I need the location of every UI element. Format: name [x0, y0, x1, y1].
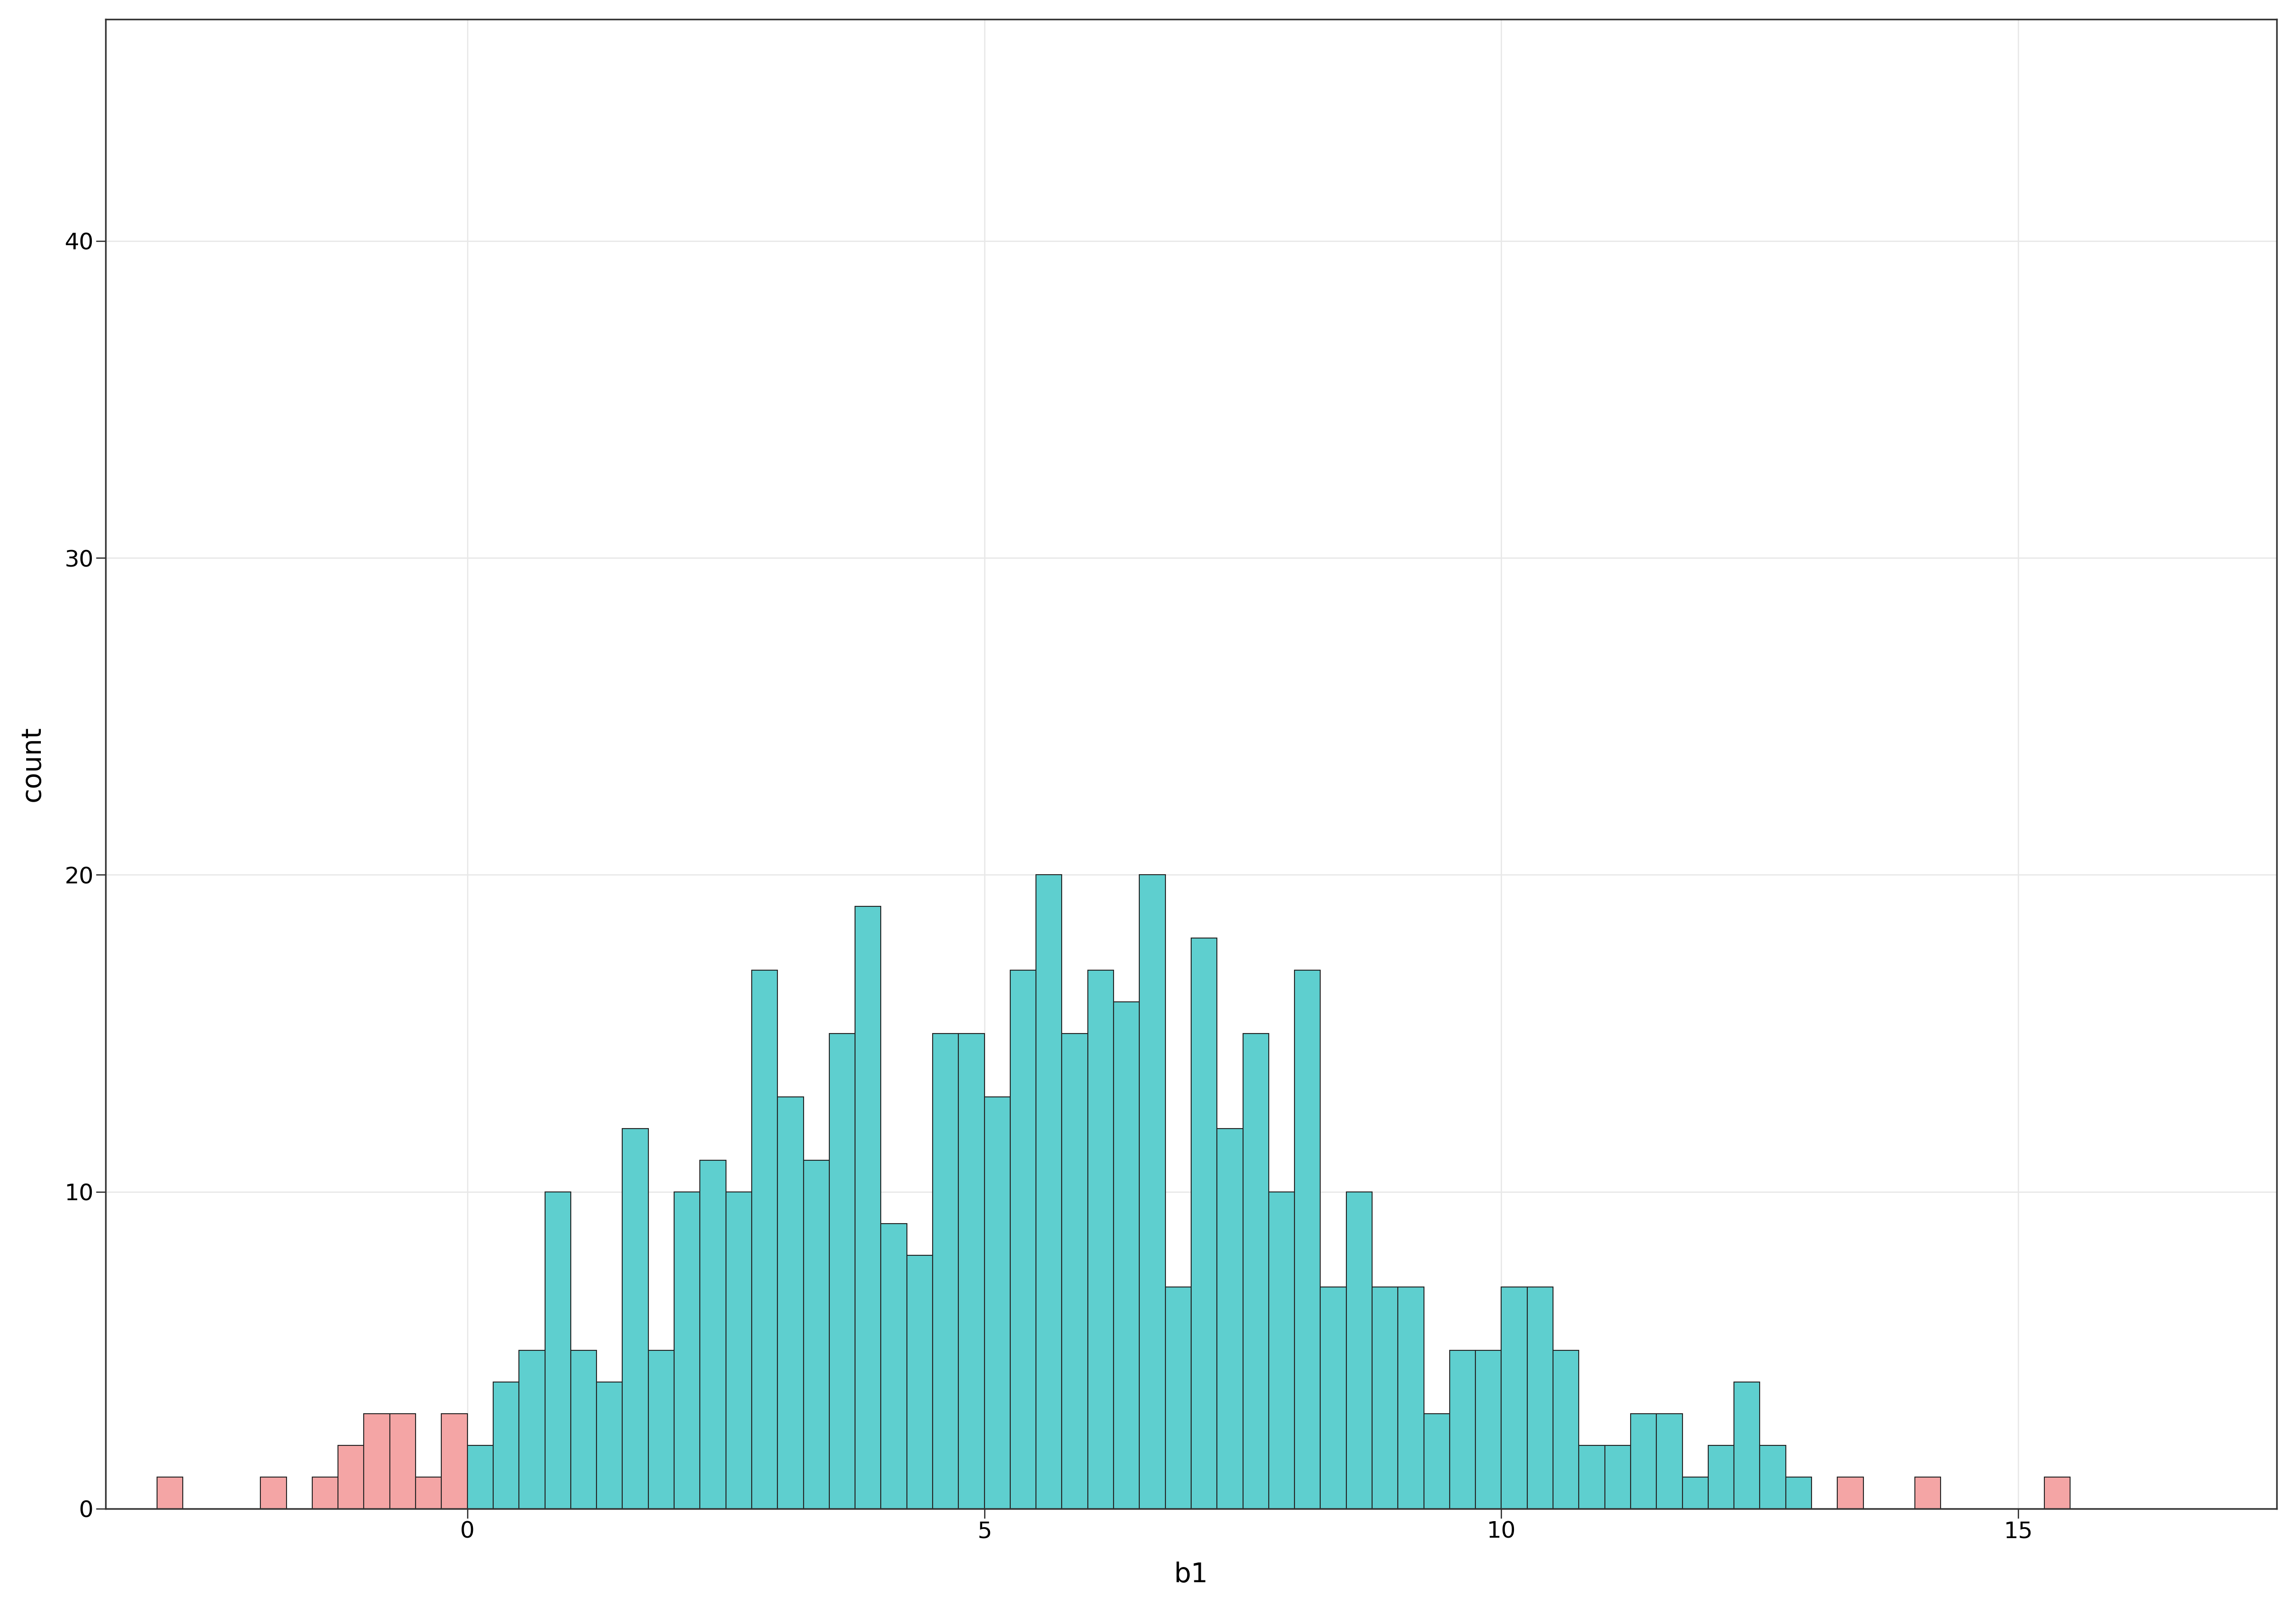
Bar [622, 1128, 647, 1509]
Bar [1837, 1477, 1864, 1509]
Bar [156, 1477, 184, 1509]
Bar [829, 1033, 854, 1509]
Bar [2043, 1477, 2071, 1509]
Bar [1270, 1192, 1295, 1509]
Bar [1166, 1287, 1192, 1509]
Bar [363, 1414, 390, 1509]
Bar [1010, 971, 1035, 1509]
Bar [957, 1033, 985, 1509]
Bar [700, 1160, 726, 1509]
Bar [675, 1192, 700, 1509]
Bar [1655, 1414, 1683, 1509]
Bar [1398, 1287, 1424, 1509]
Bar [1035, 874, 1061, 1509]
Bar [985, 1096, 1010, 1509]
Bar [441, 1414, 468, 1509]
Bar [1424, 1414, 1449, 1509]
Bar [854, 906, 882, 1509]
Bar [416, 1477, 441, 1509]
Bar [751, 971, 778, 1509]
Bar [804, 1160, 829, 1509]
Bar [882, 1223, 907, 1509]
Bar [907, 1255, 932, 1509]
Bar [1242, 1033, 1270, 1509]
Bar [1580, 1445, 1605, 1509]
Bar [338, 1445, 363, 1509]
Bar [1373, 1287, 1398, 1509]
Bar [726, 1192, 751, 1509]
Bar [1061, 1033, 1088, 1509]
Bar [1449, 1350, 1476, 1509]
Bar [572, 1350, 597, 1509]
Bar [1114, 1001, 1139, 1509]
Bar [1630, 1414, 1655, 1509]
Bar [1295, 971, 1320, 1509]
Bar [468, 1445, 494, 1509]
Bar [1527, 1287, 1552, 1509]
Bar [544, 1192, 572, 1509]
Bar [1683, 1477, 1708, 1509]
Bar [1915, 1477, 1940, 1509]
Bar [1552, 1350, 1580, 1509]
Bar [519, 1350, 544, 1509]
Bar [1088, 971, 1114, 1509]
Bar [1476, 1350, 1502, 1509]
Bar [1605, 1445, 1630, 1509]
Bar [1502, 1287, 1527, 1509]
Bar [1320, 1287, 1345, 1509]
Bar [932, 1033, 957, 1509]
Bar [1759, 1445, 1786, 1509]
Bar [597, 1382, 622, 1509]
Bar [1786, 1477, 1812, 1509]
Bar [1192, 938, 1217, 1509]
Bar [647, 1350, 675, 1509]
Y-axis label: count: count [18, 726, 46, 802]
Bar [1139, 874, 1166, 1509]
Bar [259, 1477, 287, 1509]
Bar [494, 1382, 519, 1509]
Bar [1708, 1445, 1733, 1509]
X-axis label: b1: b1 [1173, 1562, 1208, 1588]
Bar [1345, 1192, 1373, 1509]
Bar [390, 1414, 416, 1509]
Bar [1733, 1382, 1759, 1509]
Bar [1217, 1128, 1242, 1509]
Bar [778, 1096, 804, 1509]
Bar [312, 1477, 338, 1509]
